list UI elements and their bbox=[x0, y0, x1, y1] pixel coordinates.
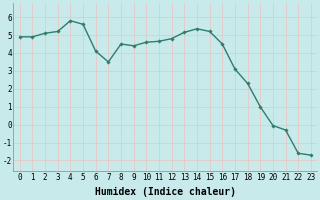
X-axis label: Humidex (Indice chaleur): Humidex (Indice chaleur) bbox=[95, 187, 236, 197]
